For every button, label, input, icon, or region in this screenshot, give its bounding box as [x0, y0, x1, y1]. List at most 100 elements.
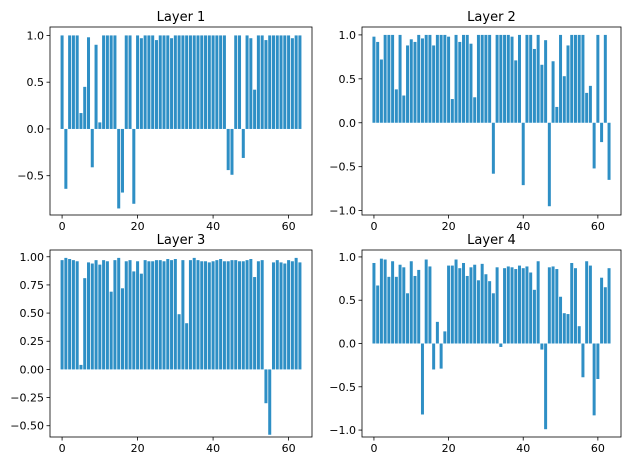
bar	[162, 261, 166, 370]
x-tick-label: 0	[370, 442, 377, 455]
bar	[592, 343, 596, 416]
bar	[196, 35, 200, 129]
bar	[222, 35, 226, 129]
bar	[207, 262, 211, 370]
bar	[383, 259, 387, 344]
bar	[450, 265, 454, 344]
x-tick-label: 40	[516, 442, 530, 455]
panel-title: Layer 4	[467, 233, 516, 248]
bar	[298, 35, 302, 129]
bar	[607, 268, 611, 344]
bar	[166, 35, 170, 129]
bar	[287, 260, 291, 370]
x-tick-label: 0	[59, 442, 66, 455]
bar	[510, 36, 514, 123]
bar	[387, 34, 391, 123]
bar	[90, 128, 94, 168]
bar	[488, 34, 492, 123]
bar	[417, 34, 421, 123]
bar	[181, 260, 185, 370]
bar	[491, 293, 495, 344]
bar	[540, 343, 544, 350]
bar	[256, 261, 260, 370]
bar	[499, 34, 503, 123]
axes-frame	[49, 26, 313, 216]
panel-title: Layer 1	[157, 10, 206, 25]
bar	[570, 34, 574, 123]
bar	[424, 34, 428, 123]
bar	[600, 122, 604, 143]
bar	[204, 35, 208, 129]
bar	[514, 269, 518, 344]
bar	[566, 314, 570, 344]
y-tick-label: 0.00	[20, 363, 45, 376]
bar	[600, 277, 604, 344]
bar	[402, 267, 406, 344]
bar	[230, 260, 234, 370]
bar	[188, 35, 192, 129]
bar	[562, 76, 566, 123]
bar	[102, 260, 106, 370]
bar	[484, 34, 488, 123]
y-tick-label: −0.50	[10, 420, 44, 433]
bar	[406, 45, 410, 123]
bar	[555, 106, 559, 123]
bar	[158, 35, 162, 129]
bar	[409, 261, 413, 344]
bar	[215, 260, 219, 370]
bar	[87, 262, 91, 370]
y-tick-label: −0.5	[17, 170, 44, 183]
bar	[607, 122, 611, 180]
y-tick-label: −1.0	[329, 205, 356, 218]
bar	[547, 267, 551, 344]
bar	[98, 264, 102, 370]
bar	[230, 128, 234, 175]
bar	[514, 60, 518, 123]
bar	[207, 35, 211, 129]
bar	[435, 321, 439, 344]
bar	[109, 291, 113, 370]
bar	[603, 287, 607, 344]
bar	[136, 261, 140, 370]
x-tick-label: 20	[442, 220, 456, 233]
bar	[290, 38, 294, 129]
bar	[454, 34, 458, 123]
bar	[253, 277, 257, 370]
bar	[559, 296, 563, 344]
bar	[117, 257, 121, 370]
bar	[113, 260, 117, 370]
bar	[518, 34, 521, 123]
bar	[158, 260, 162, 370]
bar	[476, 34, 480, 123]
bar	[573, 268, 577, 344]
bar	[132, 128, 136, 204]
bar	[162, 35, 166, 129]
y-tick-label: −0.5	[329, 381, 356, 394]
bar	[495, 34, 499, 123]
bar	[256, 35, 260, 129]
bar	[391, 261, 395, 344]
bar	[238, 35, 242, 129]
y-tick-label: 0.5	[339, 294, 357, 307]
bar	[398, 264, 402, 344]
bar	[215, 35, 219, 129]
bar	[177, 35, 181, 129]
bar	[435, 34, 439, 123]
panel-title: Layer 3	[157, 233, 206, 248]
axes-frame	[361, 26, 622, 216]
chart-panel-1: Layer 1 0 20 40 60 −0.5 0.0 0.5 1.0	[17, 10, 313, 233]
bar	[279, 262, 283, 370]
bar	[521, 268, 525, 344]
y-tick-label: 0.50	[20, 307, 45, 320]
bar	[120, 128, 124, 193]
bar	[603, 34, 607, 123]
bar	[551, 61, 555, 123]
bar	[226, 261, 230, 370]
bar	[245, 35, 249, 129]
bar	[585, 261, 589, 344]
bar	[196, 260, 200, 370]
bar	[439, 34, 443, 123]
bar	[83, 86, 87, 129]
y-tick-label: −0.5	[329, 161, 356, 174]
